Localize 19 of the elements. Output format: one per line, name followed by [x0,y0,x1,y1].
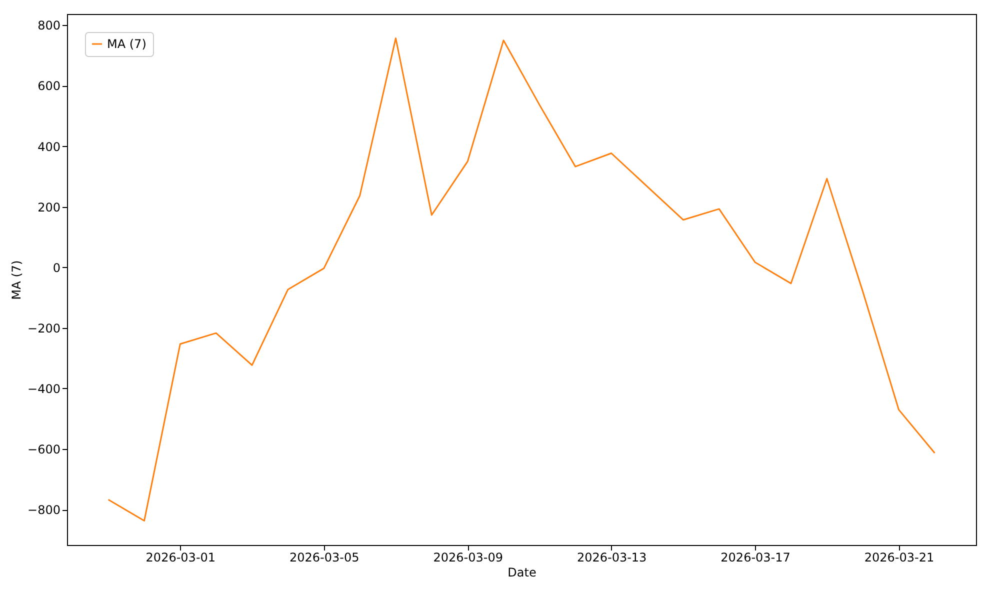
x-tick-label: 2026-03-13 [576,550,647,564]
y-tick-label: −800 [28,503,60,518]
line-series [108,37,936,522]
y-tick-label: 0 [52,260,60,275]
y-tick-label: −400 [28,382,60,396]
y-tick-label: 200 [38,200,60,214]
x-tick-label: 2026-03-09 [433,550,503,564]
y-axis-title: MA (7) [10,260,24,300]
x-tick-label: 2026-03-01 [146,550,216,564]
legend-label: MA (7) [107,37,146,51]
y-tick-label: 400 [38,140,60,154]
x-tick-label: 2026-03-17 [720,550,790,564]
y-tick-label: −600 [28,442,60,457]
x-tick-label: 2026-03-21 [864,550,934,564]
y-tick-label: 600 [38,79,60,94]
y-tick-label: 800 [38,18,60,33]
y-tick-label: −200 [28,321,60,336]
x-tick-label: 2026-03-05 [290,550,360,564]
x-axis-title: Date [508,566,536,580]
